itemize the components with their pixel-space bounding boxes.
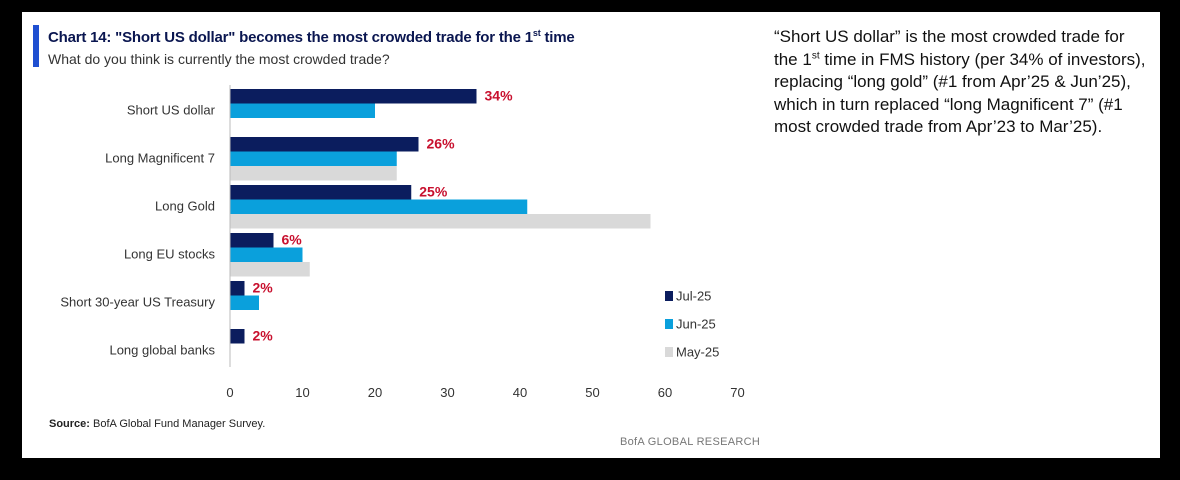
bar-jun-25 — [230, 199, 528, 214]
footer-brand: BofA GLOBAL RESEARCH — [620, 436, 761, 448]
data-label: 26% — [427, 136, 456, 152]
title-accent-bar — [33, 25, 39, 67]
bar-jul-25 — [230, 185, 412, 200]
category-label: Long Gold — [155, 199, 215, 214]
bar-jul-25 — [230, 89, 477, 104]
chart-title: Chart 14: "Short US dollar" becomes the … — [48, 28, 575, 46]
data-label: 25% — [419, 184, 448, 200]
source-note: Source: BofA Global Fund Manager Survey. — [49, 418, 266, 430]
bar-jul-25 — [230, 137, 419, 152]
x-tick-label: 60 — [658, 385, 672, 400]
data-label: 2% — [253, 280, 274, 296]
category-label: Short US dollar — [127, 103, 216, 118]
bar-may-25 — [230, 214, 651, 229]
bar-jun-25 — [230, 247, 303, 262]
x-tick-label: 50 — [585, 385, 599, 400]
x-tick-label: 70 — [730, 385, 744, 400]
category-label: Long EU stocks — [124, 247, 216, 262]
legend-label: Jul-25 — [676, 289, 711, 304]
data-label: 2% — [253, 328, 274, 344]
category-label: Short 30-year US Treasury — [60, 295, 215, 310]
data-label: 6% — [282, 232, 303, 248]
x-tick-label: 20 — [368, 385, 382, 400]
x-tick-label: 40 — [513, 385, 527, 400]
legend-swatch — [665, 319, 673, 329]
commentary-text: “Short US dollar” is the most crowded tr… — [774, 27, 1146, 136]
bar-jun-25 — [230, 151, 397, 166]
bar-jun-25 — [230, 295, 259, 310]
data-label: 34% — [485, 88, 514, 104]
bar-jul-25 — [230, 329, 245, 344]
chart-subtitle: What do you think is currently the most … — [48, 51, 390, 67]
bar-chart: Short US dollar Long Magnificent 7 Long Go… — [60, 85, 745, 400]
legend-swatch — [665, 347, 673, 357]
bar-jun-25 — [230, 103, 375, 118]
chart-panel: Chart 14: "Short US dollar" becomes the … — [22, 12, 1160, 458]
bar-jul-25 — [230, 233, 274, 248]
bar-may-25 — [230, 262, 310, 277]
x-tick-label: 30 — [440, 385, 454, 400]
category-label: Long Magnificent 7 — [105, 151, 215, 166]
x-tick-label: 10 — [295, 385, 309, 400]
category-label: Long global banks — [109, 343, 215, 358]
legend-label: Jun-25 — [676, 317, 716, 332]
x-tick-label: 0 — [226, 385, 233, 400]
legend-swatch — [665, 291, 673, 301]
legend-label: May-25 — [676, 345, 719, 360]
bar-jul-25 — [230, 281, 245, 296]
bar-may-25 — [230, 166, 397, 181]
